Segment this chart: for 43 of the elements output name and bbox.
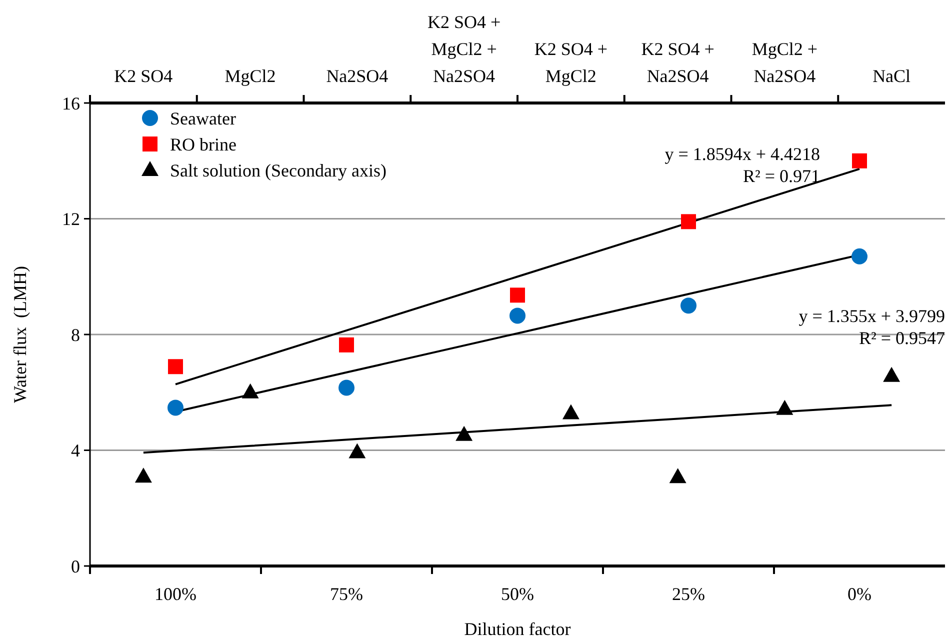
x-tick-label: MgCl2 [224,66,276,86]
legend-label: Salt solution (Secondary axis) [170,160,386,180]
point [852,153,867,168]
point [339,337,354,352]
point [562,404,580,420]
x-tick-label: 75% [330,584,363,604]
point [669,468,686,484]
x-tick-label: K2 SO4 + MgCl2 + Na2SO4 [427,12,501,86]
y-tick-label: 0 [71,556,80,576]
y-tick-label: 16 [62,93,80,114]
point [134,468,152,483]
y-axis-title: Water flux (LMH) [10,266,30,404]
x-axis-title: Dilution factor [464,619,571,639]
legend-label: RO brine [170,134,236,154]
x-tick-label: 50% [501,584,534,604]
y-tick-label: 8 [71,324,80,345]
point [510,288,525,303]
point [168,400,184,416]
point [680,298,696,314]
x-tick-label: 0% [848,584,872,604]
x-tick-label: NaCl [872,66,911,86]
point [338,380,354,396]
y-tick-label: 4 [71,440,80,461]
x-tick-label: 25% [672,584,705,604]
x-tick-label: Na2SO4 [326,66,388,86]
point [456,426,473,441]
point [168,359,183,374]
x-tick-label: 100% [154,584,196,604]
annotation: y = 1.8594x + 4.4218 R² = 0.971 [664,144,820,186]
annotation: y = 1.355x + 3.9799 R² = 0.9547 [798,306,945,348]
point [348,443,366,458]
point [681,214,696,230]
point [242,383,259,398]
point [883,366,900,382]
y-tick-label: 12 [62,209,80,230]
x-tick-label: MgCl2 + Na2SO4 [752,39,818,86]
x-tick-label: K2 SO4 [114,66,173,86]
point [510,308,526,324]
legend-label: Seawater [170,108,236,128]
point [776,400,794,415]
x-tick-label: K2 SO4 + MgCl2 [534,39,608,86]
x-tick-label: K2 SO4 + Na2SO4 [641,39,714,86]
point [852,248,868,264]
